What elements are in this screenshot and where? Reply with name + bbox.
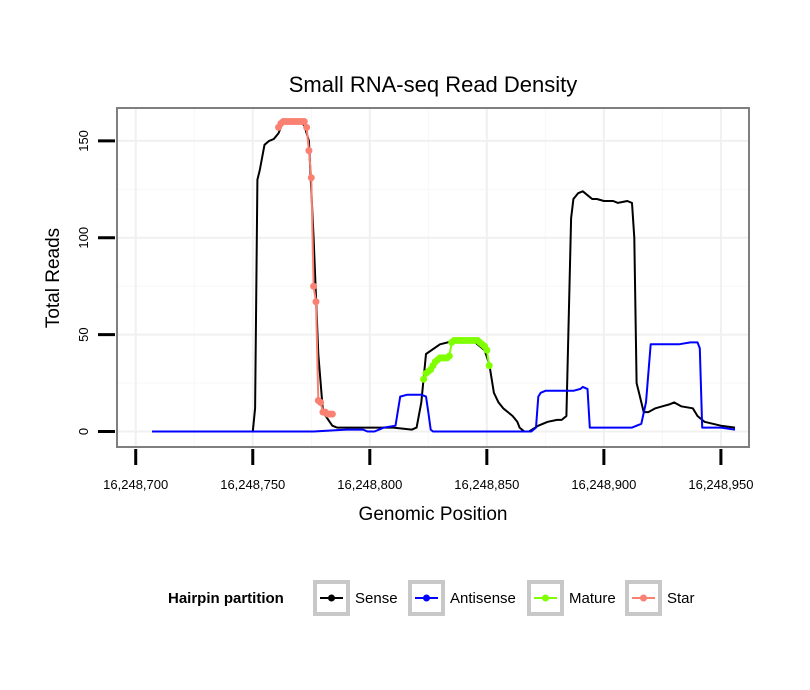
x-tick-label: 16,248,850 (454, 477, 519, 492)
y-tick-label: 0 (76, 428, 91, 435)
y-tick-label: 150 (76, 130, 91, 152)
legend-label: Star (667, 590, 695, 607)
data-point-star (317, 398, 325, 406)
data-point-mature (420, 375, 428, 383)
legend-item-star: Star (625, 580, 695, 616)
legend-title: Hairpin partition (168, 590, 284, 607)
x-axis-title: Genomic Position (359, 504, 508, 525)
plot-border (116, 107, 750, 448)
legend-item-antisense: Antisense (408, 580, 516, 616)
data-point-mature (445, 352, 453, 360)
data-point-star (303, 123, 311, 131)
legend-label: Antisense (450, 590, 516, 607)
x-tick-label: 16,248,750 (220, 477, 285, 492)
y-tick-label: 50 (76, 327, 91, 341)
legend-key-marker (328, 594, 335, 602)
data-point-star (312, 298, 320, 306)
data-point-star (310, 282, 318, 290)
data-point-star (307, 174, 315, 182)
y-axis-title: Total Reads (43, 228, 64, 328)
data-point-star (305, 147, 313, 155)
legend-key-marker (640, 594, 647, 602)
y-axis-ticks: 0 50 100 150 (76, 130, 115, 435)
x-tick-label: 16,248,800 (337, 477, 402, 492)
legend-item-mature: Mature (527, 580, 616, 616)
legend-label: Mature (569, 590, 616, 607)
legend: Sense Antisense Mature Star (313, 580, 695, 616)
plot-panel (117, 108, 749, 447)
data-point-mature (483, 346, 491, 354)
x-tick-label: 16,248,950 (688, 477, 753, 492)
chart-title: Small RNA-seq Read Density (289, 72, 578, 97)
legend-key-marker (423, 594, 430, 602)
series-layer (152, 118, 736, 433)
legend-key-marker (542, 594, 549, 602)
legend-label: Sense (355, 590, 398, 607)
x-axis-ticks: 16,248,700 16,248,750 16,248,800 16,248,850… (103, 449, 753, 492)
x-tick-label: 16,248,900 (571, 477, 636, 492)
minor-grid (117, 108, 749, 447)
legend-item-sense: Sense (313, 580, 398, 616)
major-grid (117, 108, 749, 447)
x-tick-label: 16,248,700 (103, 477, 168, 492)
data-point-mature (485, 362, 493, 370)
series-line-antisense (152, 341, 736, 433)
y-tick-label: 100 (76, 227, 91, 249)
data-point-star (328, 410, 336, 418)
data-point-star (300, 118, 308, 126)
